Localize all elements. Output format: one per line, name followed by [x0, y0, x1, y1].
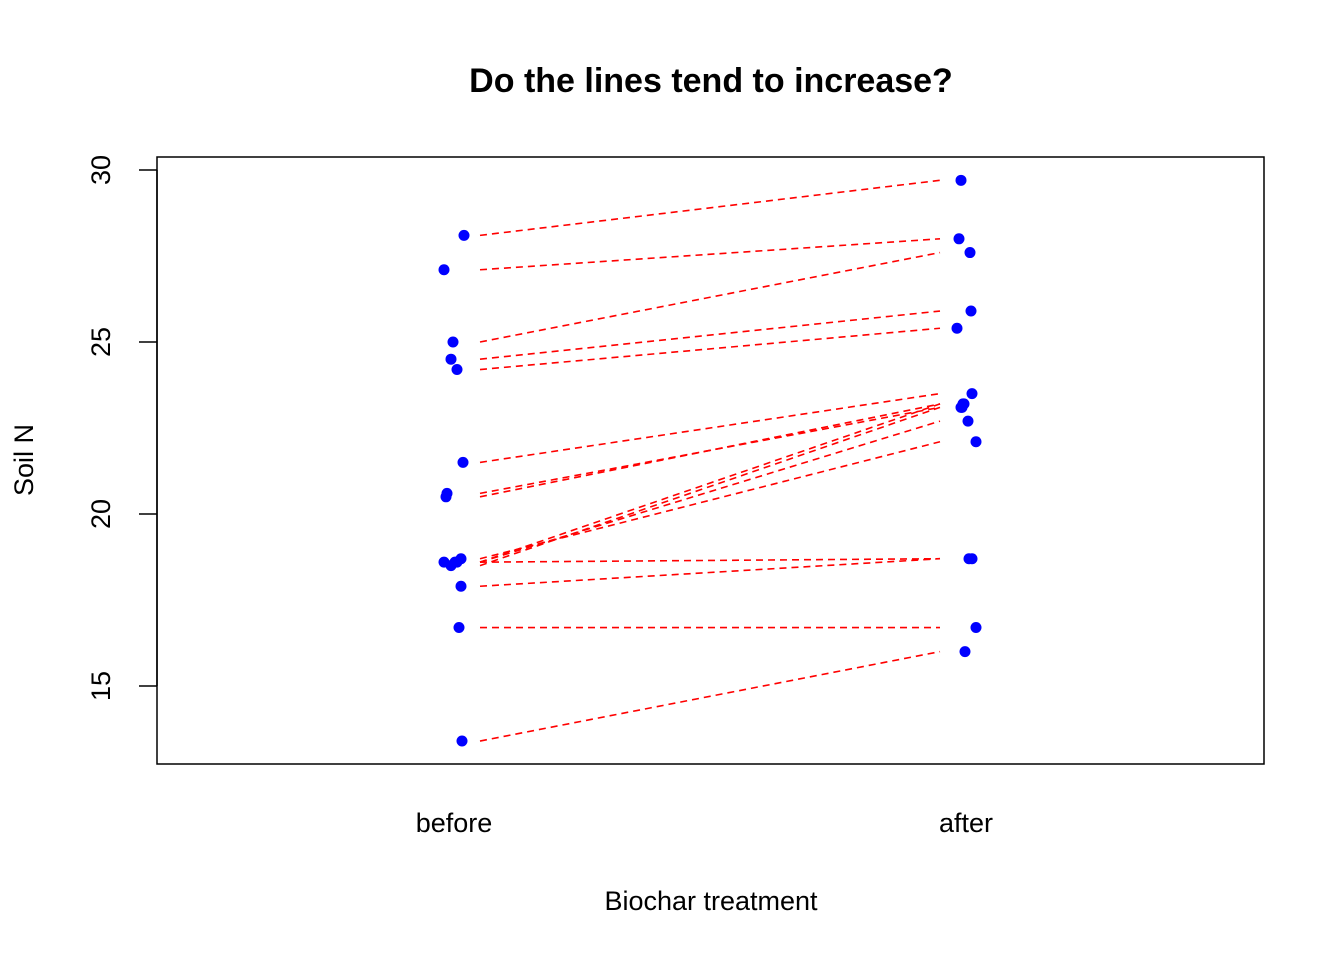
point-before	[456, 735, 468, 747]
point-before	[447, 336, 459, 348]
point-after	[953, 233, 965, 245]
point-after	[966, 553, 978, 565]
point-before	[445, 353, 457, 365]
point-before	[438, 264, 450, 276]
point-after	[965, 305, 977, 317]
pair-line	[479, 251, 941, 343]
y-axis: 15 20 25 30	[86, 155, 158, 701]
pair-line	[479, 406, 941, 567]
pair-lines	[479, 179, 941, 742]
point-after	[966, 388, 978, 400]
point-before	[453, 622, 465, 634]
pair-line	[479, 557, 941, 563]
point-after	[962, 415, 974, 427]
data-points	[438, 174, 982, 747]
point-before	[455, 580, 467, 592]
point-after	[964, 247, 976, 259]
y-tick-label: 15	[86, 671, 116, 701]
x-tick-label: before	[416, 808, 493, 838]
pair-line	[479, 420, 941, 563]
y-axis-label: Soil N	[9, 424, 39, 496]
pair-line	[479, 392, 941, 464]
point-before	[441, 487, 453, 499]
point-after	[970, 436, 982, 448]
pair-line	[479, 650, 941, 742]
plot-frame	[156, 156, 1265, 765]
point-before	[449, 556, 461, 568]
point-after	[970, 622, 982, 634]
point-before	[458, 229, 470, 241]
x-axis-label: Biochar treatment	[604, 886, 818, 916]
pair-line	[479, 403, 941, 563]
point-after	[955, 401, 967, 413]
chart-title: Do the lines tend to increase?	[469, 62, 953, 100]
point-after	[959, 646, 971, 658]
pair-line	[479, 406, 941, 495]
point-after	[955, 174, 967, 186]
y-tick-label: 25	[86, 327, 116, 357]
pair-line	[479, 310, 941, 360]
point-before	[451, 364, 463, 376]
y-tick-label: 20	[86, 499, 116, 529]
pair-line	[479, 327, 941, 371]
pair-line	[479, 238, 941, 271]
pair-line	[479, 557, 941, 588]
point-before	[457, 456, 469, 468]
point-after	[951, 322, 963, 334]
x-axis: before after	[416, 808, 993, 838]
x-tick-label: after	[939, 808, 993, 838]
y-tick-label: 30	[86, 155, 116, 185]
pair-line	[479, 179, 941, 237]
